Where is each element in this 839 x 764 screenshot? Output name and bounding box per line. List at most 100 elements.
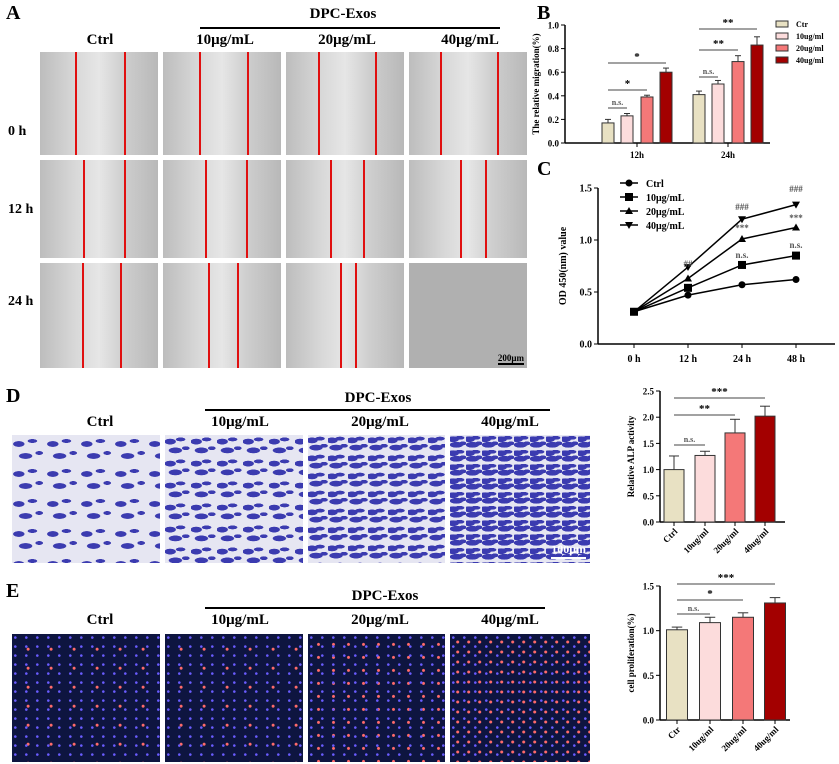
chart-c-data-point xyxy=(738,234,746,242)
chart-b-bar xyxy=(692,94,706,144)
chart-c-y-tick-label: 0.0 xyxy=(580,340,593,351)
chart-c-annotation: *** xyxy=(789,213,803,223)
panel-e-col-ctrl: Ctrl xyxy=(86,612,114,628)
chart-e-significance-label: *** xyxy=(718,572,735,584)
edu-image-ctrl xyxy=(12,634,160,762)
chart-b-legend-swatch xyxy=(775,56,789,64)
chart-c-data-point xyxy=(630,308,638,316)
chart-c-x-tick-label: 0 h xyxy=(627,354,641,365)
chart-c-data-point xyxy=(792,201,800,209)
edu-image-10 xyxy=(165,634,303,762)
chart-b-bar xyxy=(750,44,764,144)
panel-a-col-10: 10μg/mL xyxy=(196,32,254,48)
panel-d-col-40: 40μg/mL xyxy=(481,414,539,430)
chart-b-bar xyxy=(620,115,634,144)
scale-bar: 100μm xyxy=(551,542,586,559)
chart-b-x-tick-label: 24h xyxy=(721,150,735,160)
scratch-image-ctrl-0h xyxy=(40,52,158,155)
chart-c-y-tick-label: 1.5 xyxy=(580,184,593,195)
chart-b-legend-swatch xyxy=(775,32,789,40)
chart-c-data-point xyxy=(684,264,692,272)
scratch-image-10-24h xyxy=(163,263,281,368)
chart-c-legend-marker xyxy=(625,179,633,187)
chart-c-annotation: ## xyxy=(684,259,694,269)
panel-d-col-10: 10μg/mL xyxy=(211,414,269,430)
panel-a-group-line xyxy=(200,27,500,29)
chart-c-data-point xyxy=(684,291,692,299)
panel-d-group-line xyxy=(205,409,550,411)
chart-d-y-tick-label: 0.5 xyxy=(643,491,655,501)
chart-e-significance-label: n.s. xyxy=(688,604,700,613)
panel-a-row-0h: 0 h xyxy=(8,124,27,139)
chart-d-bar xyxy=(694,454,716,523)
chart-c-annotation: *** xyxy=(735,223,749,233)
chart-d-x-tick-label: 20ug/ml xyxy=(711,526,740,555)
scratch-image-40-24h: 200μm xyxy=(409,263,527,368)
chart-c-data-point xyxy=(684,283,692,292)
scratch-image-ctrl-12h xyxy=(40,160,158,258)
chart-c-x-tick-label: 24 h xyxy=(733,354,752,365)
chart-c-annotation: n.s. xyxy=(789,240,802,250)
chart-c-y-tick-label: 0.5 xyxy=(580,288,593,299)
chart-b-y-tick-label: 0.4 xyxy=(548,91,560,101)
chart-b-bar xyxy=(711,83,725,144)
chart-b-legend-label: 10ug/ml xyxy=(796,32,824,41)
chart-c-data-point xyxy=(792,223,800,231)
edu-image-20 xyxy=(308,634,445,762)
chart-e-bar xyxy=(764,602,786,721)
panel-e-group-label: DPC-Exos xyxy=(351,588,419,604)
chart-c-x-tick-label: 48 h xyxy=(787,354,806,365)
chart-d-y-tick-label: 0.0 xyxy=(643,518,655,528)
chart-d-y-tick-label: 2.0 xyxy=(643,413,655,423)
chart-c-legend-label: Ctrl xyxy=(646,179,664,190)
chart-e-y-tick-label: 0.5 xyxy=(643,671,655,681)
chart-e-y-tick-label: 0.0 xyxy=(643,716,655,726)
chart-d-y-tick-label: 1.5 xyxy=(643,439,655,449)
panel-e-col-10: 10μg/mL xyxy=(211,612,269,628)
panel-d-col-20: 20μg/mL xyxy=(351,414,409,430)
chart-e-significance-label: * xyxy=(707,588,713,600)
chart-b-legend-label: 40ug/ml xyxy=(796,56,824,65)
chart-c-legend-marker xyxy=(625,222,633,229)
chart-b-legend-label: Ctr xyxy=(796,20,808,29)
chart-d-bar xyxy=(754,415,776,523)
chart-c-data-point xyxy=(738,216,746,224)
chart-b-legend-label: 20ug/ml xyxy=(796,44,824,53)
chart-d-significance-label: *** xyxy=(711,386,728,398)
chart-b-bar xyxy=(659,71,673,144)
chart-b-y-tick-label: 0.0 xyxy=(548,139,560,149)
chart-c-data-point xyxy=(738,260,746,269)
scratch-image-10-12h xyxy=(163,160,281,258)
panel-d-group-label: DPC-Exos xyxy=(344,390,412,406)
chart-e-x-tick-label: 40ug/ml xyxy=(751,724,780,753)
chart-e-y-axis-label: cell proliferation(%) xyxy=(626,613,636,692)
panel-a-label: A xyxy=(6,2,21,24)
chart-c-y-axis-label: OD 450(nm) value xyxy=(558,226,569,305)
chart-d-x-tick-label: 40ug/ml xyxy=(741,526,770,555)
chart-c-y-tick-label: 1.0 xyxy=(580,236,593,247)
panel-a-col-ctrl: Ctrl xyxy=(86,32,114,48)
panel-c-label: C xyxy=(537,158,552,180)
alp-image-20 xyxy=(308,435,445,563)
edu-image-40 xyxy=(450,634,590,762)
panel-e-col-40: 40μg/mL xyxy=(481,612,539,628)
scratch-image-10-0h xyxy=(163,52,281,155)
chart-e-bar xyxy=(666,629,688,721)
chart-b-bar xyxy=(640,96,654,144)
chart-e-y-tick-label: 1.0 xyxy=(643,626,655,636)
chart-b-y-tick-label: 1.0 xyxy=(548,21,560,31)
alp-image-10 xyxy=(165,435,303,563)
panel-a-col-20: 20μg/mL xyxy=(318,32,376,48)
chart-b-x-tick-label: 12h xyxy=(630,150,644,160)
panel-d-label: D xyxy=(6,385,21,407)
chart-c-annotation: ### xyxy=(789,184,803,194)
scratch-image-40-12h xyxy=(409,160,527,258)
alp-image-ctrl xyxy=(12,435,160,563)
chart-c-data-point xyxy=(792,276,800,284)
scratch-image-ctrl-24h xyxy=(40,263,158,368)
panel-a-col-40: 40μg/mL xyxy=(441,32,499,48)
chart-c-data-point xyxy=(792,251,800,260)
panel-e-label: E xyxy=(6,580,20,602)
